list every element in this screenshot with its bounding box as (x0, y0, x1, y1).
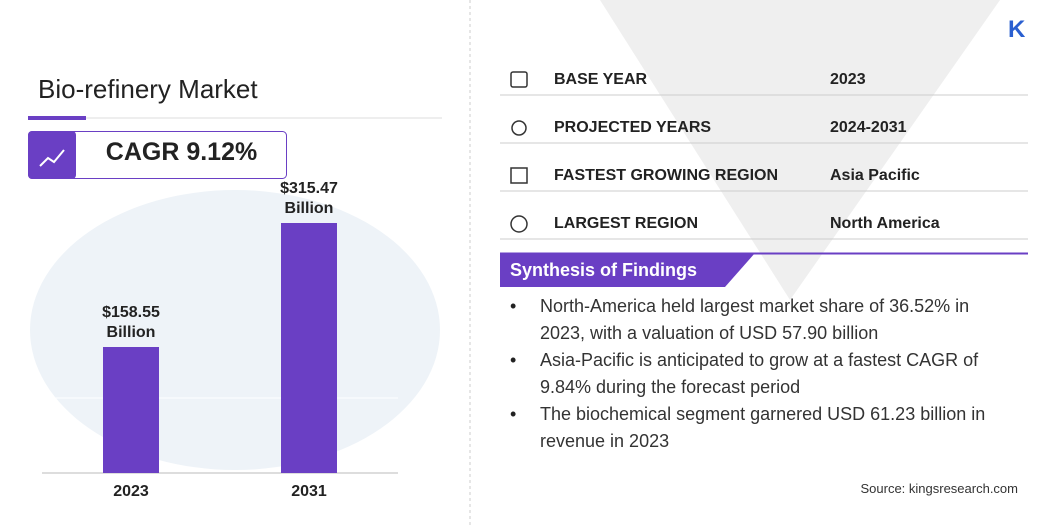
row-value: 2023 (830, 71, 866, 88)
row-label: PROJECTED YEARS (554, 119, 712, 136)
row-value: North America (830, 215, 940, 232)
bar-chart (0, 0, 470, 528)
row-label: LARGEST REGION (554, 215, 699, 232)
x-tick-label: 2023 (113, 483, 149, 500)
bullet-dot: • (510, 296, 517, 316)
row-label: BASE YEAR (554, 71, 648, 88)
bullet-text: Asia-Pacific is anticipated to grow at a… (540, 350, 979, 397)
bullet-dot: • (510, 404, 517, 424)
bullet-text: North-America held largest market share … (540, 296, 970, 343)
bullet-dot: • (510, 350, 517, 370)
source: Source: kingsresearch.com (860, 481, 1018, 496)
bar (103, 347, 159, 473)
chart-title: Bio-refinery Market (38, 74, 258, 104)
row-value: Asia Pacific (830, 167, 920, 184)
cagr: CAGR 9.12% (105, 138, 258, 166)
bar (281, 223, 337, 473)
value-label: $158.55 Billion (102, 304, 160, 342)
row-label: FASTEST GROWING REGION (554, 167, 779, 184)
bullet-text: The biochemical segment garnered USD 61.… (540, 404, 986, 451)
synthesis-heading: Synthesis of Findings (510, 260, 698, 280)
row-value: 2024-2031 (830, 119, 907, 136)
x-tick-label: 2031 (291, 483, 327, 500)
logo: K (1008, 16, 1026, 43)
value-label: $315.47 Billion (280, 180, 338, 217)
